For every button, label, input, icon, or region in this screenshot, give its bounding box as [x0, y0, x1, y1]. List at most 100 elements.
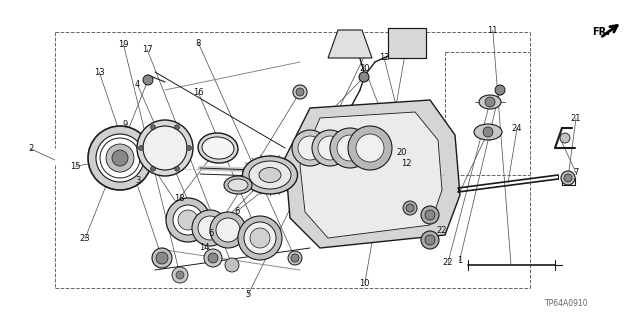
Text: 13: 13: [94, 68, 104, 76]
Text: 5: 5: [246, 290, 251, 299]
Ellipse shape: [259, 167, 281, 182]
Ellipse shape: [202, 137, 234, 159]
Circle shape: [88, 126, 152, 190]
Circle shape: [175, 166, 179, 171]
Bar: [388, 28, 426, 58]
Circle shape: [244, 222, 276, 254]
Ellipse shape: [228, 179, 248, 191]
Text: 21: 21: [571, 114, 581, 123]
Text: 12: 12: [379, 53, 389, 62]
Circle shape: [337, 135, 363, 161]
Circle shape: [186, 146, 191, 150]
Circle shape: [143, 75, 153, 85]
Circle shape: [485, 97, 495, 107]
Text: 4: 4: [135, 80, 140, 89]
Ellipse shape: [249, 161, 291, 189]
Circle shape: [298, 136, 322, 160]
Circle shape: [166, 198, 210, 242]
Circle shape: [143, 126, 187, 170]
Circle shape: [172, 267, 188, 283]
Ellipse shape: [479, 95, 501, 109]
Text: 23: 23: [80, 234, 90, 243]
Circle shape: [192, 210, 228, 246]
Circle shape: [312, 130, 348, 166]
Text: 7: 7: [573, 168, 579, 177]
Circle shape: [359, 72, 369, 82]
Circle shape: [483, 127, 493, 137]
Text: 16: 16: [193, 88, 204, 97]
Text: 18: 18: [174, 194, 184, 203]
Circle shape: [356, 134, 384, 162]
Text: TP64A0910: TP64A0910: [545, 299, 589, 308]
Circle shape: [288, 251, 302, 265]
Circle shape: [150, 166, 156, 171]
Circle shape: [318, 136, 342, 160]
Circle shape: [96, 134, 144, 182]
Circle shape: [173, 205, 203, 235]
Circle shape: [238, 216, 282, 260]
Ellipse shape: [320, 154, 410, 216]
Circle shape: [561, 171, 575, 185]
Text: 3: 3: [135, 176, 140, 185]
Circle shape: [106, 144, 134, 172]
Circle shape: [421, 231, 439, 249]
Text: 24: 24: [512, 124, 522, 132]
Circle shape: [156, 252, 168, 264]
Text: 1: 1: [457, 256, 462, 265]
Ellipse shape: [224, 176, 252, 194]
Text: 12: 12: [401, 159, 412, 168]
Circle shape: [292, 130, 328, 166]
Ellipse shape: [198, 133, 238, 163]
Ellipse shape: [243, 156, 298, 194]
Polygon shape: [285, 100, 460, 248]
Circle shape: [137, 120, 193, 176]
Ellipse shape: [474, 124, 502, 140]
Polygon shape: [300, 112, 442, 238]
Circle shape: [560, 133, 570, 143]
Circle shape: [421, 206, 439, 224]
Text: 22: 22: [436, 226, 447, 235]
Circle shape: [564, 174, 572, 182]
Text: 22: 22: [443, 258, 453, 267]
Text: 6: 6: [209, 229, 214, 238]
Circle shape: [204, 249, 222, 267]
Circle shape: [138, 146, 143, 150]
Text: 20: 20: [396, 148, 406, 157]
Circle shape: [425, 210, 435, 220]
Text: FR.: FR.: [592, 27, 610, 37]
Circle shape: [178, 210, 198, 230]
Text: 6: 6: [234, 207, 239, 216]
Polygon shape: [328, 30, 372, 58]
Circle shape: [293, 85, 307, 99]
Text: 10: 10: [360, 279, 370, 288]
Text: 9: 9: [122, 120, 127, 129]
Text: 8: 8: [196, 39, 201, 48]
Circle shape: [296, 88, 304, 96]
Circle shape: [198, 216, 222, 240]
Circle shape: [152, 248, 172, 268]
Circle shape: [343, 117, 353, 127]
Circle shape: [210, 212, 246, 248]
Circle shape: [403, 201, 417, 215]
Text: 11: 11: [488, 26, 498, 35]
Text: 14: 14: [200, 244, 210, 252]
Text: 15: 15: [70, 162, 81, 171]
Text: 17: 17: [142, 45, 152, 54]
Circle shape: [112, 150, 128, 166]
Text: 20: 20: [360, 64, 370, 73]
Circle shape: [250, 228, 270, 248]
Text: 2: 2: [28, 144, 33, 153]
Circle shape: [406, 204, 414, 212]
Text: 19: 19: [118, 40, 129, 49]
Circle shape: [225, 258, 239, 272]
Circle shape: [175, 125, 179, 130]
Circle shape: [495, 85, 505, 95]
Circle shape: [208, 253, 218, 263]
Circle shape: [216, 218, 240, 242]
Circle shape: [176, 271, 184, 279]
Bar: [388, 28, 426, 58]
Circle shape: [425, 235, 435, 245]
Circle shape: [348, 126, 392, 170]
Circle shape: [330, 128, 370, 168]
Circle shape: [291, 254, 299, 262]
